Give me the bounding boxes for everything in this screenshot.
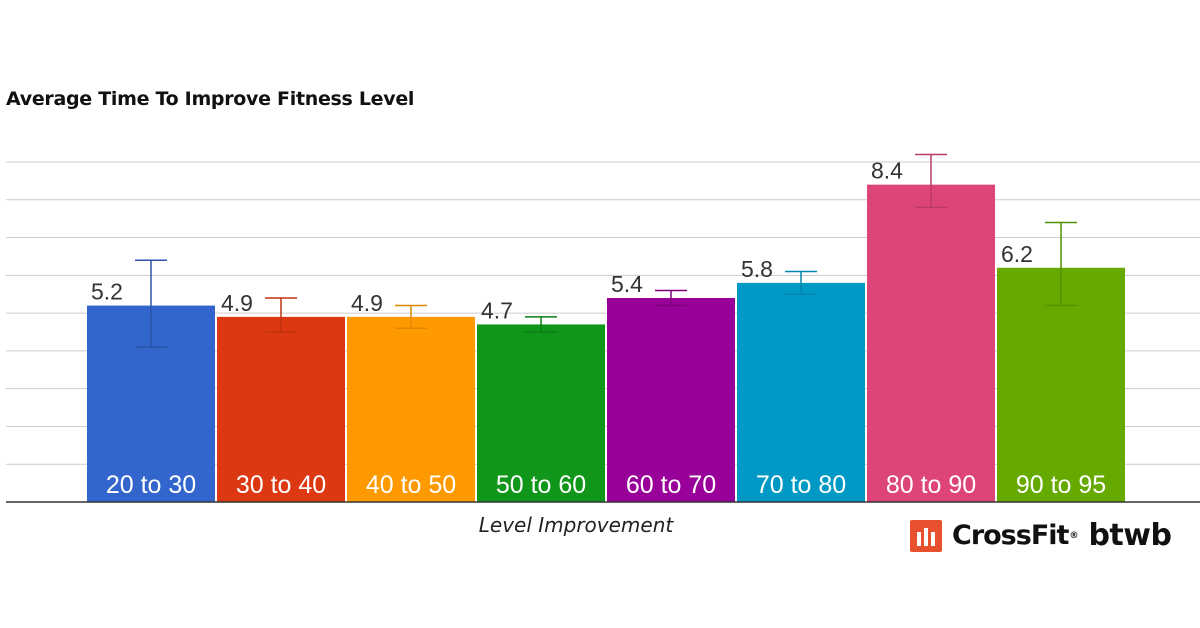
value-label-5: 5.4 (611, 271, 643, 297)
bar-3 (347, 316, 475, 502)
bar-4 (477, 324, 605, 502)
category-label-1: 20 to 30 (106, 471, 196, 499)
value-label-7: 8.4 (871, 158, 903, 184)
bar-8 (997, 267, 1125, 502)
value-label-3: 4.9 (351, 290, 383, 316)
category-label-6: 70 to 80 (756, 471, 846, 499)
bar-7 (867, 184, 995, 502)
value-label-1: 5.2 (91, 279, 123, 305)
bar-5 (607, 298, 735, 502)
category-label-7: 80 to 90 (886, 471, 976, 499)
bar-6 (737, 282, 865, 502)
chart-title: Average Time To Improve Fitness Level (6, 88, 415, 110)
crossfit-btwb-logo: CrossFit ® btwb (910, 518, 1172, 553)
logo-registered-mark: ® (1069, 530, 1079, 541)
value-label-8: 6.2 (1001, 241, 1033, 267)
value-label-2: 4.9 (221, 290, 253, 316)
bar-2 (217, 316, 345, 502)
category-label-3: 40 to 50 (366, 471, 456, 499)
logo-suffix-text: btwb (1088, 518, 1172, 553)
labels: 5.2 20 to 30 4.9 30 to 40 4.9 40 to 50 4.7 50 t… (91, 158, 1106, 499)
category-label-4: 50 to 60 (496, 471, 586, 499)
value-label-4: 4.7 (481, 297, 513, 323)
bars (87, 184, 1125, 502)
value-label-6: 5.8 (741, 256, 773, 282)
logo-brand-text: CrossFit (952, 520, 1069, 551)
x-axis-label: Level Improvement (478, 513, 674, 537)
error-bars (135, 153, 1077, 348)
category-label-8: 90 to 95 (1016, 471, 1106, 499)
crossfit-logo-mark-icon (910, 519, 942, 552)
category-label-5: 60 to 70 (626, 471, 716, 499)
category-label-2: 30 to 40 (236, 471, 326, 499)
